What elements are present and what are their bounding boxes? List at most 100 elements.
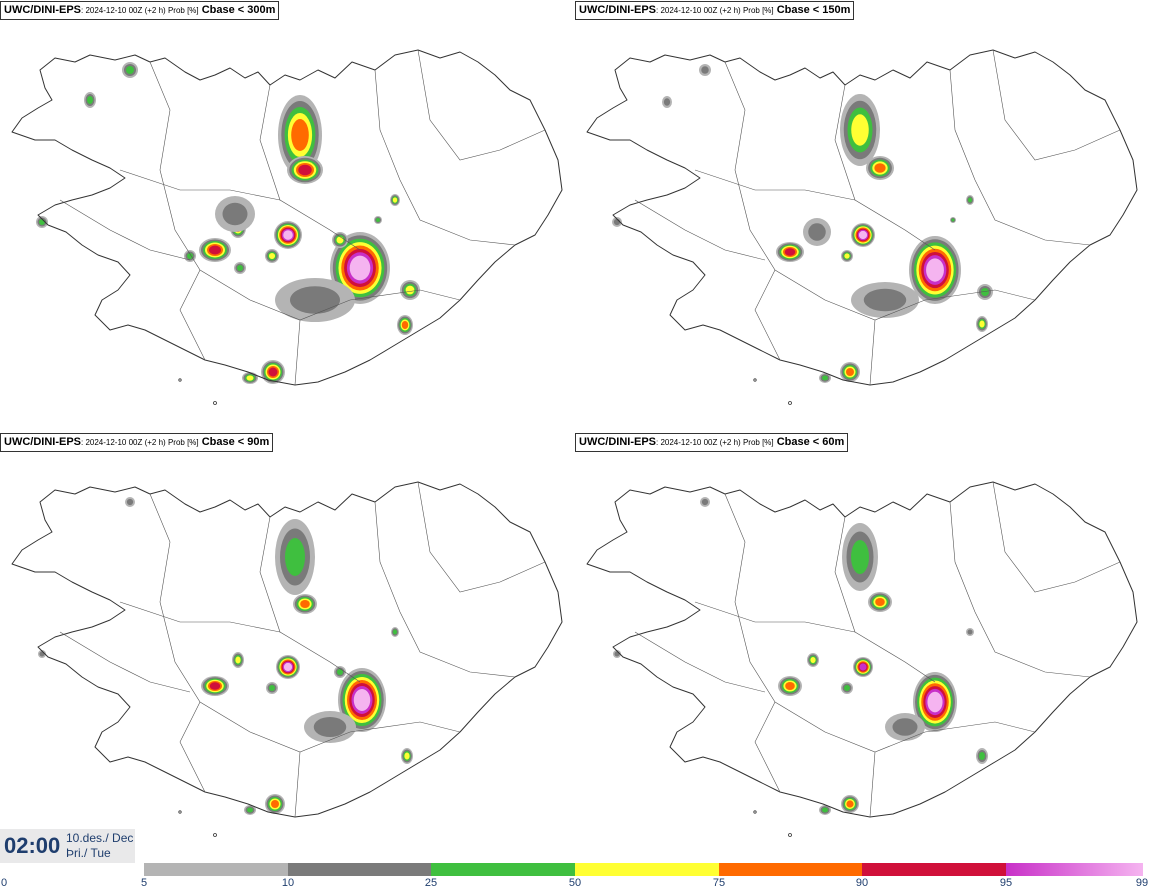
- valid-date: 10.des./ Dec: [66, 831, 134, 845]
- probability-area: [967, 629, 973, 635]
- district-boundary: [754, 269, 781, 361]
- probability-area: [209, 682, 221, 690]
- probability-area: [846, 800, 854, 808]
- district-boundary: [179, 269, 206, 361]
- probability-area: [844, 253, 850, 259]
- district-boundary: [374, 69, 516, 246]
- probability-area: [235, 656, 241, 664]
- district-boundary: [149, 61, 251, 301]
- district-boundary: [249, 289, 461, 321]
- probability-area: [851, 114, 869, 146]
- island: [753, 378, 757, 382]
- colorbar-tick-label: 90: [855, 877, 869, 889]
- island: [213, 401, 217, 405]
- map-panel-150m: UWC/DINI-EPS: 2024-12-10 00Z (+2 h) Prob…: [575, 0, 1150, 430]
- probability-layer: [36, 62, 420, 384]
- probability-area: [405, 285, 415, 295]
- map-panel-300m: UWC/DINI-EPS: 2024-12-10 00Z (+2 h) Prob…: [0, 0, 575, 430]
- color-scale: 0 5 10 25 50 75 90 95 99: [0, 862, 1150, 891]
- probability-area: [926, 258, 944, 282]
- iceland-coastline: [586, 49, 1138, 386]
- iceland-coastline: [586, 481, 1138, 818]
- probability-layer: [612, 64, 993, 383]
- colorbar-tick-label: 5: [140, 877, 148, 889]
- valid-time: 02:00: [4, 833, 61, 858]
- district-boundary: [724, 493, 826, 733]
- colorbar-tick-label: 25: [424, 877, 438, 889]
- probability-area: [269, 685, 275, 691]
- district-boundary: [754, 701, 781, 793]
- probability-area: [291, 119, 309, 151]
- probability-layer: [38, 497, 413, 815]
- panel-title: UWC/DINI-EPS: 2024-12-10 00Z (+2 h) Prob…: [575, 1, 855, 20]
- colorbar-band: [575, 863, 719, 876]
- probability-area: [822, 807, 828, 813]
- colorbar-band: [862, 863, 1006, 876]
- iceland-map: [11, 49, 563, 405]
- island: [178, 810, 182, 814]
- probability-area: [271, 800, 279, 808]
- district-boundary: [149, 493, 251, 733]
- probability-area: [785, 682, 795, 690]
- probability-area: [844, 685, 850, 691]
- district-boundary: [417, 49, 546, 161]
- iceland-coastline: [11, 481, 563, 818]
- probability-area: [981, 288, 989, 296]
- district-boundary: [294, 319, 301, 386]
- colorbar-band: [1006, 863, 1143, 876]
- probability-area: [401, 321, 409, 329]
- colorbar-tick-label: 95: [999, 877, 1013, 889]
- iceland-map: [11, 481, 563, 837]
- colorbar-band: [288, 863, 431, 876]
- panel-title: UWC/DINI-EPS: 2024-12-10 00Z (+2 h) Prob…: [575, 433, 849, 452]
- probability-area: [846, 368, 854, 376]
- district-boundary: [869, 751, 876, 818]
- panel-title: UWC/DINI-EPS: 2024-12-10 00Z (+2 h) Prob…: [0, 433, 274, 452]
- island: [788, 833, 792, 837]
- probability-area: [663, 98, 671, 106]
- valid-weekday: Þri./ Tue: [66, 846, 111, 860]
- probability-area: [209, 245, 221, 255]
- district-boundary: [824, 721, 1036, 753]
- district-boundary: [992, 49, 1121, 161]
- probability-area: [300, 600, 310, 608]
- probability-area: [404, 752, 410, 760]
- colorbar-band: [431, 863, 575, 876]
- map-panel-90m: UWC/DINI-EPS: 2024-12-10 00Z (+2 h) Prob…: [0, 432, 575, 862]
- probability-area: [39, 219, 45, 225]
- probability-area: [222, 202, 248, 226]
- district-boundary: [824, 289, 1036, 321]
- probability-area: [858, 230, 868, 240]
- probability-area: [126, 66, 134, 74]
- probability-area: [701, 66, 709, 74]
- district-boundary: [869, 319, 876, 386]
- colorbar-tick-label: 75: [712, 877, 726, 889]
- probability-area: [822, 375, 828, 381]
- probability-area: [353, 689, 371, 711]
- probability-area: [283, 230, 293, 240]
- probability-area: [298, 164, 312, 176]
- probability-area: [376, 218, 380, 222]
- island: [178, 378, 182, 382]
- probability-area: [393, 629, 397, 635]
- probability-area: [87, 96, 93, 104]
- probability-area: [951, 218, 955, 222]
- probability-area: [927, 691, 943, 713]
- district-boundary: [992, 481, 1121, 593]
- probability-area: [859, 663, 867, 671]
- probability-area: [285, 538, 305, 576]
- probability-area: [874, 163, 886, 173]
- probability-area: [126, 498, 134, 506]
- district-boundary: [59, 199, 191, 261]
- district-boundary: [119, 601, 281, 633]
- probability-area: [187, 253, 193, 259]
- iceland-map: [586, 481, 1138, 837]
- colorbar-tick-label: 50: [568, 877, 582, 889]
- probability-area: [349, 255, 371, 281]
- district-boundary: [724, 61, 826, 301]
- district-boundary: [249, 721, 461, 753]
- probability-area: [392, 197, 398, 203]
- probability-area: [863, 288, 907, 312]
- colorbar-tick-label: 0: [0, 877, 8, 889]
- district-boundary: [949, 501, 1091, 678]
